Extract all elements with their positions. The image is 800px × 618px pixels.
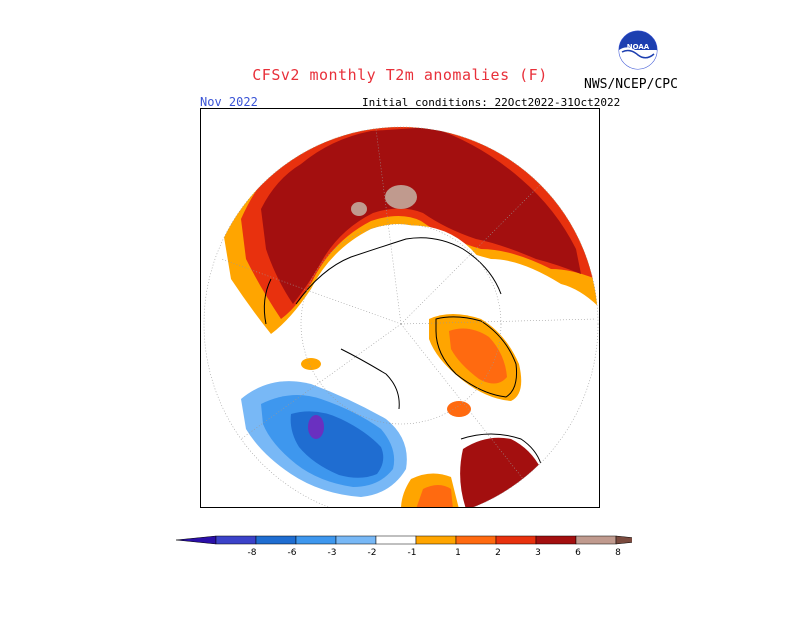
colorbar-tick-label: -6	[288, 548, 297, 558]
colorbar-tick-label: -3	[328, 548, 337, 558]
forecast-month: Nov 2022	[200, 95, 258, 109]
warm-extreme-patch-2	[351, 202, 367, 216]
colorbar-bin	[535, 535, 577, 545]
colorbar-tick-label: 2	[495, 548, 501, 558]
colorbar-bin	[215, 535, 257, 545]
colorbar-tick-label: 3	[535, 548, 541, 558]
agency-label: NWS/NCEP/CPC	[584, 77, 678, 92]
warm-extreme-patch-1	[385, 185, 417, 209]
colorbar-bin	[255, 535, 297, 545]
colorbar-bin	[335, 535, 377, 545]
greenland-warm-mid	[449, 328, 507, 384]
north-america-cold-extreme	[308, 415, 324, 439]
atlantic-warm-mid	[416, 485, 453, 507]
svg-text:NOAA: NOAA	[627, 43, 650, 51]
north-atlantic-warm-strong	[460, 437, 541, 507]
initial-conditions: Initial conditions: 22Oct2022-31Oct2022	[362, 96, 621, 109]
eurasia-warm-strong-region	[261, 127, 581, 304]
colorbar-tick-label: 6	[575, 548, 581, 558]
map-canvas	[203, 126, 599, 507]
iceland-warm	[447, 401, 471, 417]
colorbar-bin	[575, 535, 617, 545]
colorbar-bin	[375, 535, 417, 545]
colorbar-tick-label: 8	[615, 548, 621, 558]
alaska-warm	[301, 358, 321, 370]
noaa-logo: NOAA	[618, 30, 658, 70]
colorbar-arrow-high	[615, 535, 632, 545]
colorbar-tick-label: -1	[408, 548, 417, 558]
color-scale-bar: -8 -6 -3 -2 -1 1 2 3 6 8	[175, 535, 632, 558]
colorbar-bin	[455, 535, 497, 545]
colorbar-tick-label: -8	[248, 548, 257, 558]
colorbar-bin	[295, 535, 337, 545]
map-title: CFSv2 monthly T2m anomalies (F)	[252, 66, 548, 84]
colorbar-bin	[495, 535, 537, 545]
polar-anomaly-map	[200, 108, 600, 508]
colorbar-tick-label: 1	[455, 548, 461, 558]
colorbar-tick-label: -2	[368, 548, 377, 558]
colorbar-bin	[415, 535, 457, 545]
colorbar-arrow-low	[175, 535, 217, 545]
